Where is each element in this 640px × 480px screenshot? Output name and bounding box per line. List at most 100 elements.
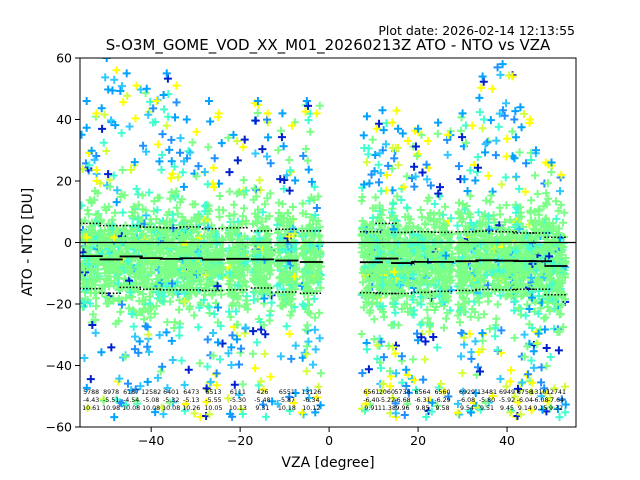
bin-mean-label-0: -4.43 — [83, 397, 99, 404]
bin-std-label-18: 9.45 — [500, 405, 514, 412]
scatter-point — [286, 219, 295, 228]
scatter-point — [289, 245, 298, 254]
bin-std-label-20: 9.15 — [533, 405, 547, 412]
scatter-point — [160, 105, 169, 114]
y-tick-label: 40 — [56, 112, 72, 127]
scatter-point — [80, 353, 89, 362]
bin-std-label-14: 9.85 — [416, 405, 430, 412]
scatter-point — [368, 135, 377, 144]
scatter-point — [203, 260, 212, 269]
scatter-point — [203, 335, 212, 344]
scatter-point — [357, 225, 366, 234]
scatter-point — [268, 247, 277, 256]
scatter-bin-8 — [248, 97, 277, 421]
scatter-point — [364, 365, 373, 374]
scatter-point — [91, 328, 100, 337]
scatter-point — [149, 104, 158, 113]
scatter-point — [98, 288, 107, 297]
scatter-point — [304, 337, 313, 346]
scatter-point — [126, 226, 135, 235]
scatter-point — [142, 147, 151, 156]
scatter-point — [362, 158, 371, 167]
scatter-point — [263, 194, 272, 203]
scatter-point — [187, 235, 196, 244]
y-tick-label: 60 — [56, 51, 72, 66]
scatter-point — [97, 348, 106, 357]
scatter-point — [203, 302, 212, 311]
scatter-point — [109, 294, 118, 303]
scatter-point — [183, 270, 192, 279]
bin-mean-label-6: -5.55 — [205, 397, 221, 404]
scatter-point — [168, 169, 177, 178]
scatter-point — [81, 216, 90, 225]
scatter-point — [233, 156, 242, 165]
scatter-point — [125, 122, 134, 131]
scatter-point — [202, 384, 211, 393]
scatter-point — [126, 288, 135, 297]
scatter-point — [376, 364, 385, 373]
y-tick-label: −60 — [46, 420, 72, 435]
scatter-point — [176, 134, 185, 143]
scatter-point — [188, 274, 197, 283]
scatter-point — [95, 275, 104, 284]
bin-std-label-6: 10.05 — [204, 405, 222, 412]
scatter-point — [118, 283, 127, 292]
scatter-point — [233, 248, 242, 257]
scatter-point — [179, 271, 188, 280]
scatter-point — [110, 251, 119, 260]
y-axis-label: ATO - NTO [DU] — [20, 188, 36, 296]
bin-mean-label-2: -4.54 — [123, 397, 139, 404]
scatter-point — [274, 209, 283, 218]
scatter-point — [240, 135, 249, 144]
scatter-point — [285, 329, 294, 338]
scatter-point — [126, 265, 135, 274]
bin-count-label-14: 6564 — [415, 389, 431, 396]
scatter-point — [145, 299, 154, 308]
scatter-point — [227, 361, 236, 370]
scatter-point — [109, 233, 118, 242]
scatter-point — [148, 118, 157, 127]
scatter-point — [196, 280, 205, 289]
scatter-point — [179, 182, 188, 191]
scatter-point — [209, 183, 218, 192]
scatter-point — [175, 305, 184, 314]
scatter-bin-11 — [357, 112, 386, 415]
scatter-point — [211, 370, 220, 379]
scatter-point — [258, 145, 267, 154]
scatter-point — [248, 349, 257, 358]
scatter-point — [117, 300, 126, 309]
scatter-point — [85, 161, 94, 170]
scatter-point — [122, 69, 131, 78]
scatter-point — [358, 192, 367, 201]
scatter-point — [167, 135, 176, 144]
scatter-point — [176, 148, 185, 157]
scatter-point — [273, 281, 282, 290]
scatter-point — [241, 186, 250, 195]
scatter-point — [212, 381, 221, 390]
scatter-point — [381, 140, 390, 149]
scatter-point — [364, 234, 373, 243]
scatter-point — [84, 210, 93, 219]
scatter-point — [227, 285, 236, 294]
scatter-point — [239, 143, 248, 152]
scatter-point — [234, 390, 243, 399]
bin-mean-label-11: -6.40 — [363, 397, 379, 404]
scatter-point — [117, 399, 126, 408]
scatter-point — [150, 197, 159, 206]
scatter-point — [363, 284, 372, 293]
scatter-point — [386, 213, 395, 222]
bin-count-label-2: 6187 — [123, 389, 139, 396]
scatter-point — [102, 299, 111, 308]
x-tick-label: −40 — [138, 433, 164, 448]
scatter-point — [171, 190, 180, 199]
scatter-point — [110, 208, 119, 217]
scatter-point — [130, 208, 139, 217]
scatter-point — [253, 267, 262, 276]
scatter-point — [315, 334, 324, 343]
scatter-point — [290, 272, 299, 281]
scatter-point — [249, 296, 258, 305]
scatter-point — [366, 226, 375, 235]
scatter-point — [206, 269, 215, 278]
scatter-point — [311, 226, 320, 235]
scatter-point — [274, 146, 283, 155]
